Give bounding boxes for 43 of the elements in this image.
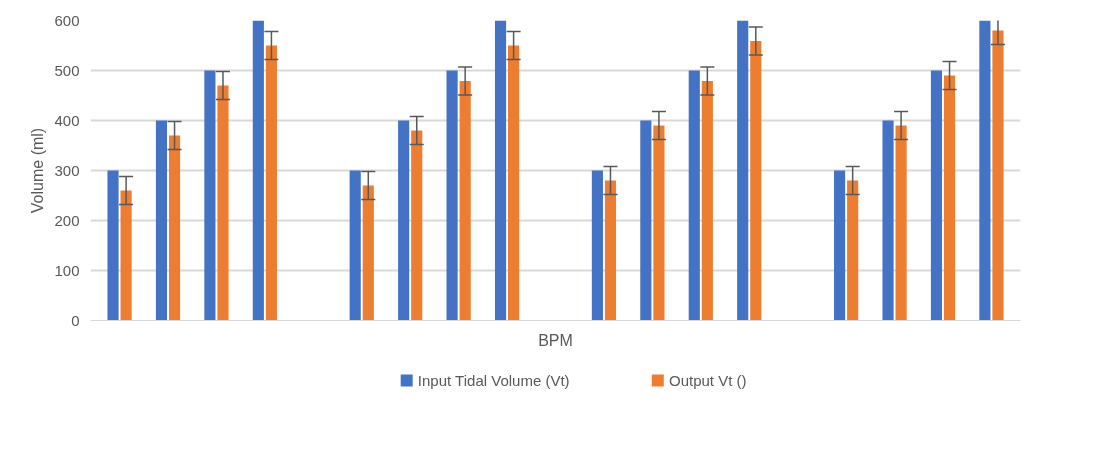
y-tick-label: 100 (54, 261, 80, 279)
legend-label: Input Tidal Volume (Vt) (417, 372, 570, 389)
legend-label: Output Vt () (668, 372, 747, 389)
bar (882, 120, 894, 321)
bar (943, 75, 956, 321)
x-axis-title: BPM (538, 331, 573, 349)
bar (737, 20, 749, 321)
bar (204, 70, 216, 321)
bar (834, 170, 846, 321)
bar (411, 130, 423, 321)
bar (895, 125, 907, 321)
bar (930, 70, 943, 321)
bar (701, 81, 713, 321)
bar (653, 125, 665, 321)
bar (155, 120, 168, 321)
y-tick-label: 500 (54, 61, 80, 79)
bar (688, 70, 700, 321)
bar (992, 30, 1004, 321)
y-tick-label: 300 (54, 161, 80, 179)
y-tick-label: 200 (54, 211, 80, 229)
bar (508, 45, 520, 321)
bar (398, 120, 410, 321)
bar (120, 190, 132, 321)
bar (107, 170, 119, 321)
bar (604, 180, 617, 321)
bar (252, 20, 264, 321)
bar (591, 170, 603, 321)
bar (847, 180, 859, 321)
bar (459, 81, 471, 321)
bar (494, 20, 507, 321)
y-tick-label: 600 (54, 11, 80, 29)
y-tick-label: 0 (71, 311, 80, 329)
bar (640, 120, 652, 321)
bar (168, 135, 181, 321)
bar (979, 20, 991, 321)
y-axis-title: Volume (ml) (29, 127, 47, 214)
bar (750, 41, 762, 321)
bar (349, 170, 361, 321)
bar (265, 45, 277, 321)
bar (446, 70, 458, 321)
bar (362, 185, 374, 321)
y-tick-label: 400 (54, 111, 80, 129)
bar (217, 85, 229, 321)
